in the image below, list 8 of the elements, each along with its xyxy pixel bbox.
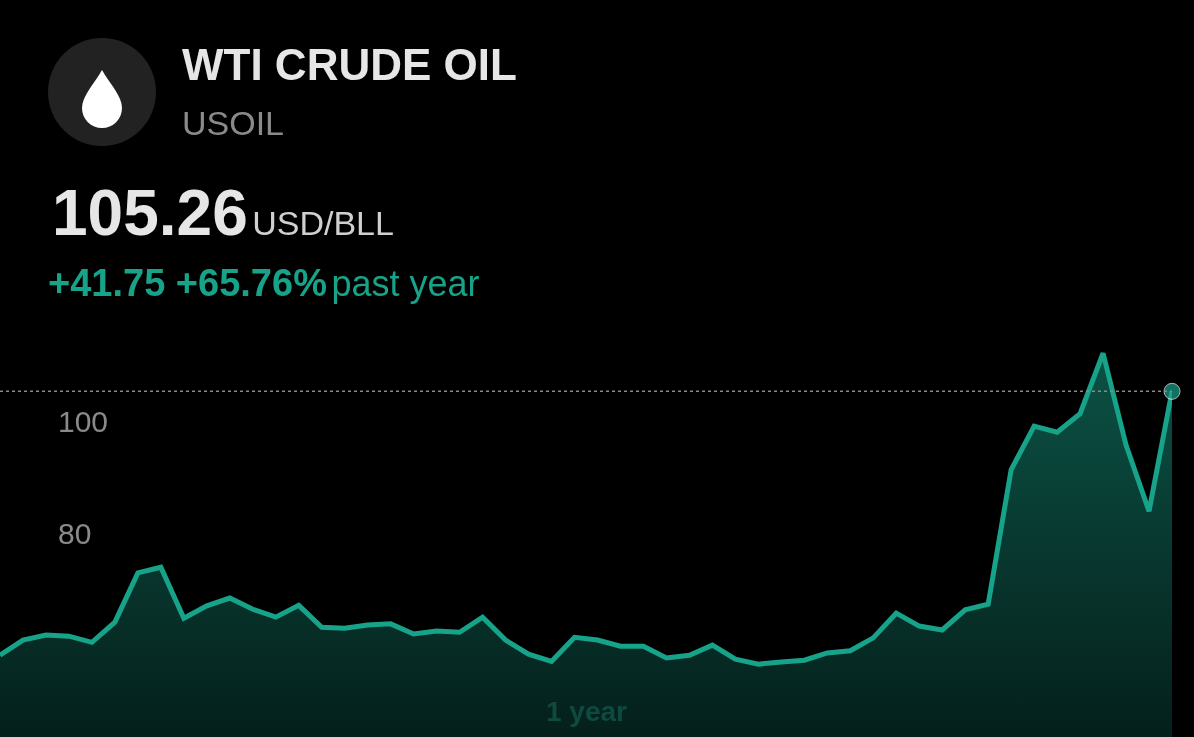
text: past year xyxy=(331,263,480,304)
chart-subtitle: USOIL xyxy=(182,104,285,143)
y-tick-label: 80 xyxy=(58,516,92,550)
text: 105.26 xyxy=(52,177,248,249)
y-tick-label: 100 xyxy=(58,404,109,438)
text: USD/BLL xyxy=(252,204,394,242)
text: +41.75 +65.76% xyxy=(48,262,327,304)
chart-title: WTI CRUDE OIL xyxy=(182,40,517,90)
